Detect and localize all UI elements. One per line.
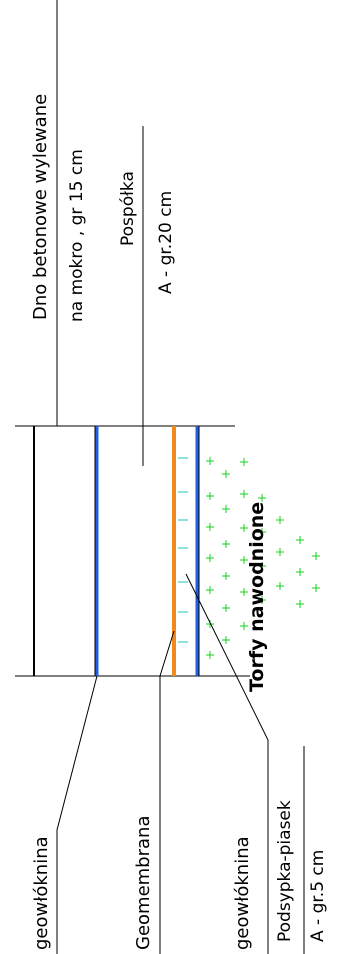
pospolka-label-2: A - gr.20 cm [156,191,176,294]
peat-hatch [206,457,320,659]
leader-geowloknina-top [56,675,98,954]
podsypka-label-1: Podsypka-piasek [275,800,295,942]
leader-geomembrana [159,630,175,954]
concrete-label-1: Dno betonowe wylewane [30,94,51,320]
geowloknina-bottom-label: geowłóknina [232,836,253,950]
leader-geowloknina-bottom [185,573,269,954]
geomembrana-label: Geomembrana [133,816,154,950]
pospolka-label-1: Pospółka [118,171,138,246]
concrete-label-2: na mokro , gr 15 cm [67,149,87,322]
podsypka-label-2: A - gr.5 cm [308,850,328,942]
peat-label: Torfy nawodnione [246,502,268,692]
sand-hatch [178,457,188,643]
geowloknina-top-label: geowłóknina [31,836,52,950]
